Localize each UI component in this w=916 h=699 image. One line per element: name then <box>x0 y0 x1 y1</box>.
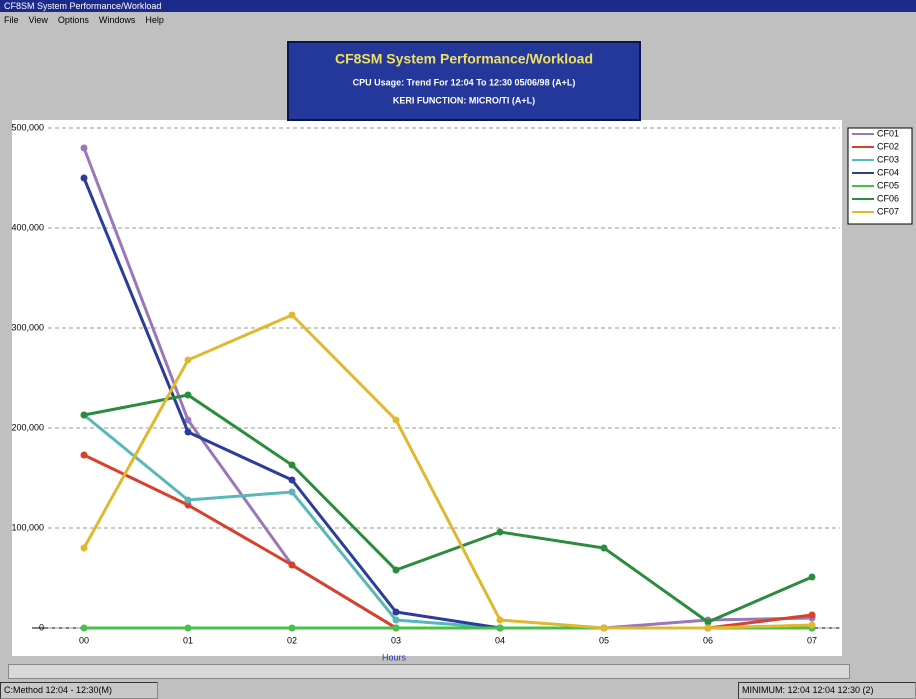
data-point <box>600 544 608 552</box>
data-point <box>392 624 400 632</box>
menu-item[interactable]: View <box>28 15 48 25</box>
scrollbar[interactable] <box>8 664 850 679</box>
data-point <box>600 624 608 632</box>
menu-item[interactable]: Help <box>145 15 164 25</box>
y-tick-label: 200,000 <box>11 422 44 432</box>
data-point <box>496 528 504 536</box>
x-tick-label: 06 <box>703 635 713 645</box>
data-point <box>288 311 296 319</box>
data-point <box>808 573 816 581</box>
data-point <box>704 618 712 626</box>
x-tick-label: 01 <box>183 635 193 645</box>
legend-label: CF03 <box>877 154 899 164</box>
data-point <box>80 144 88 152</box>
data-point <box>288 561 296 569</box>
menu-bar: File View Options Windows Help <box>0 13 164 27</box>
series-line <box>82 313 813 630</box>
menu-item[interactable]: File <box>4 15 19 25</box>
data-point <box>288 476 296 484</box>
legend-label: CF04 <box>877 167 899 177</box>
data-point <box>288 461 296 469</box>
series-line <box>83 393 813 624</box>
data-point <box>184 391 192 399</box>
data-point <box>392 608 400 616</box>
data-point <box>80 411 88 419</box>
plot-background <box>12 120 842 656</box>
data-point <box>80 624 88 632</box>
x-tick-label: 02 <box>287 635 297 645</box>
data-point <box>808 621 816 629</box>
x-tick-label: 04 <box>495 635 505 645</box>
data-point <box>808 611 816 619</box>
x-tick-label: 00 <box>79 635 89 645</box>
x-axis-label: Hours <box>382 652 407 662</box>
data-point <box>184 624 192 632</box>
data-point <box>184 428 192 436</box>
legend-label: CF06 <box>877 193 899 203</box>
data-point <box>80 544 88 552</box>
data-point <box>288 624 296 632</box>
chart-subtitle: KERI FUNCTION: MICRO/TI (A+L) <box>393 95 535 105</box>
legend-label: CF02 <box>877 141 899 151</box>
y-tick-label: 0 <box>39 622 44 632</box>
data-point <box>392 616 400 624</box>
data-point <box>184 416 192 424</box>
menu-item[interactable]: Windows <box>98 15 136 25</box>
data-point <box>704 624 712 632</box>
y-tick-label: 400,000 <box>11 222 44 232</box>
data-point <box>184 496 192 504</box>
x-tick-label: 05 <box>599 635 609 645</box>
data-point <box>496 616 504 624</box>
data-point <box>392 416 400 424</box>
y-tick-label: 100,000 <box>11 522 44 532</box>
data-point <box>392 566 400 574</box>
legend <box>847 127 913 225</box>
legend-label: CF01 <box>877 128 899 138</box>
data-point <box>288 488 296 496</box>
chart-title: CF8SM System Performance/Workload <box>335 51 593 67</box>
menu-item[interactable]: Options <box>57 15 89 25</box>
data-point <box>496 624 504 632</box>
legend-label: CF07 <box>877 206 899 216</box>
y-tick-label: 500,000 <box>11 122 44 132</box>
data-point <box>184 501 192 509</box>
legend-label: CF05 <box>877 180 899 190</box>
y-tick-label: 300,000 <box>11 322 44 332</box>
title-bar: CF8SM System Performance/Workload <box>0 0 916 12</box>
x-tick-label: 03 <box>391 635 401 645</box>
x-tick-label: 07 <box>807 635 817 645</box>
data-point <box>80 451 88 459</box>
data-point <box>80 174 88 182</box>
chart-subtitle: CPU Usage: Trend For 12:04 To 12:30 05/0… <box>353 77 576 87</box>
title-box <box>287 41 641 121</box>
data-point <box>184 356 192 364</box>
